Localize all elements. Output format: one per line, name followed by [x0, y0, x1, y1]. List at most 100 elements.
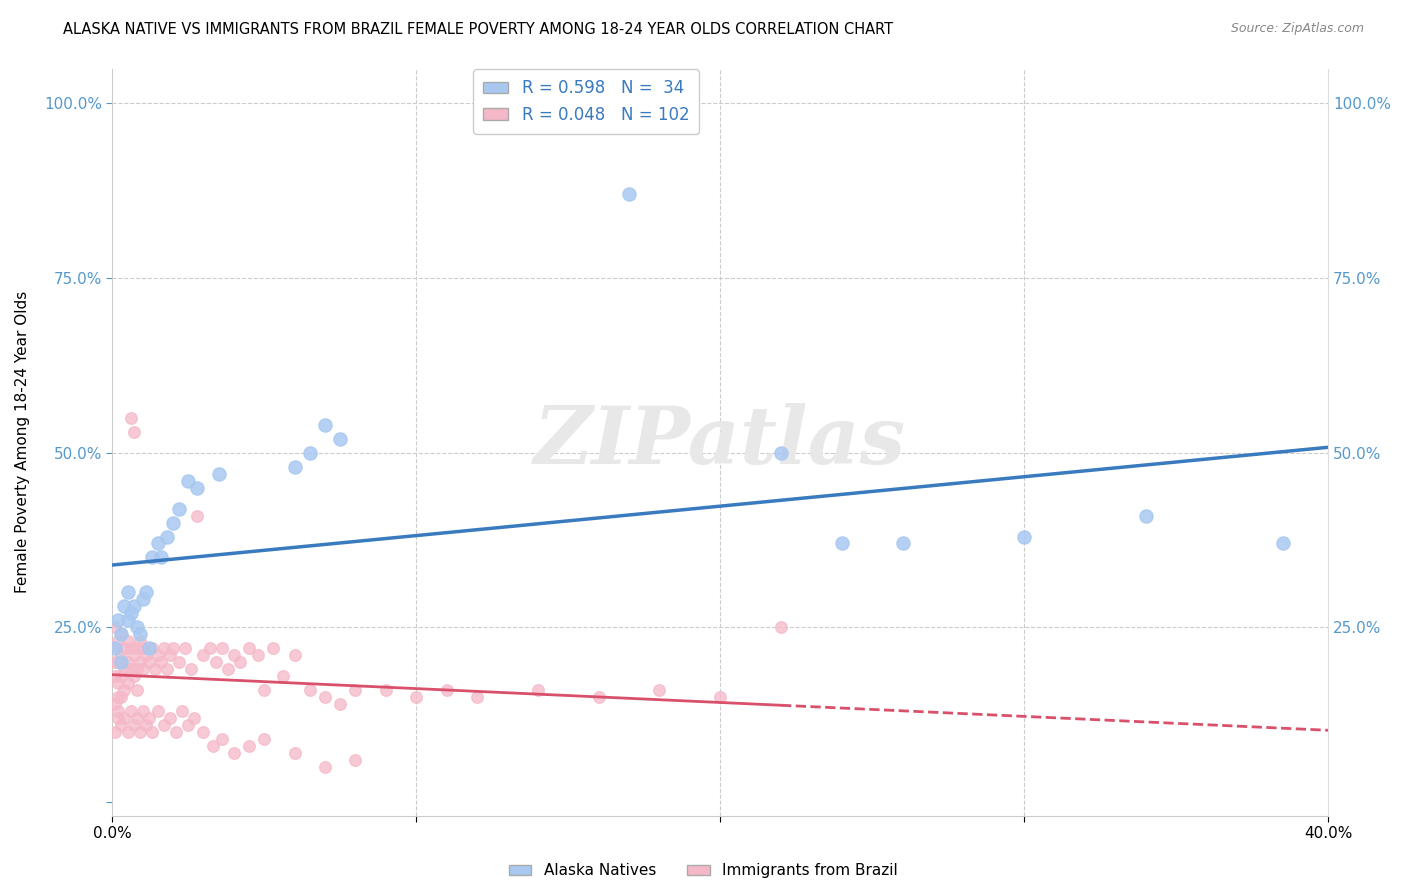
Point	[120, 662, 142, 676]
Y-axis label: Female Poverty Among 18-24 Year Olds: Female Poverty Among 18-24 Year Olds	[15, 291, 30, 593]
Point	[183, 711, 205, 725]
Point	[128, 627, 150, 641]
Point	[128, 655, 150, 669]
Point	[769, 445, 792, 459]
Point	[149, 655, 172, 669]
Point	[107, 676, 129, 690]
Point	[222, 746, 245, 760]
Legend: Alaska Natives, Immigrants from Brazil: Alaska Natives, Immigrants from Brazil	[502, 857, 904, 884]
Point	[117, 676, 139, 690]
Point	[588, 690, 610, 705]
Point	[125, 641, 148, 656]
Point	[120, 641, 142, 656]
Point	[891, 536, 914, 550]
Point	[135, 718, 157, 732]
Point	[617, 187, 640, 202]
Point	[648, 683, 671, 698]
Point	[114, 711, 136, 725]
Point	[1012, 529, 1035, 543]
Point	[107, 634, 129, 648]
Point	[122, 648, 145, 663]
Point	[177, 718, 200, 732]
Point	[156, 529, 179, 543]
Point	[165, 725, 187, 739]
Point	[125, 662, 148, 676]
Point	[329, 432, 352, 446]
Point	[120, 410, 142, 425]
Point	[114, 662, 136, 676]
Point	[211, 732, 233, 747]
Point	[135, 585, 157, 599]
Point	[186, 481, 208, 495]
Point	[149, 550, 172, 565]
Point	[117, 634, 139, 648]
Point	[110, 627, 132, 641]
Point	[262, 641, 284, 656]
Point	[193, 725, 215, 739]
Point	[117, 655, 139, 669]
Point	[167, 655, 190, 669]
Point	[117, 725, 139, 739]
Point	[284, 648, 307, 663]
Point	[153, 718, 176, 732]
Point	[125, 711, 148, 725]
Point	[104, 669, 127, 683]
Point	[344, 753, 367, 767]
Point	[131, 662, 153, 676]
Point	[125, 683, 148, 698]
Point	[405, 690, 427, 705]
Point	[172, 704, 194, 718]
Point	[831, 536, 853, 550]
Point	[110, 718, 132, 732]
Point	[131, 592, 153, 607]
Point	[329, 697, 352, 711]
Point	[104, 655, 127, 669]
Point	[247, 648, 270, 663]
Point	[120, 704, 142, 718]
Point	[709, 690, 731, 705]
Point	[271, 669, 294, 683]
Point	[229, 655, 252, 669]
Point	[222, 648, 245, 663]
Point	[135, 648, 157, 663]
Point	[141, 725, 163, 739]
Point	[122, 718, 145, 732]
Point	[1271, 536, 1294, 550]
Point	[298, 683, 321, 698]
Point	[141, 550, 163, 565]
Point	[110, 648, 132, 663]
Legend: R = 0.598   N =  34, R = 0.048   N = 102: R = 0.598 N = 34, R = 0.048 N = 102	[474, 70, 699, 134]
Point	[253, 732, 276, 747]
Point	[284, 746, 307, 760]
Point	[138, 655, 160, 669]
Point	[107, 655, 129, 669]
Point	[110, 627, 132, 641]
Point	[201, 739, 224, 753]
Point	[769, 620, 792, 634]
Point	[159, 711, 181, 725]
Point	[344, 683, 367, 698]
Text: Source: ZipAtlas.com: Source: ZipAtlas.com	[1230, 22, 1364, 36]
Point	[159, 648, 181, 663]
Point	[208, 467, 231, 481]
Point	[114, 599, 136, 614]
Point	[138, 711, 160, 725]
Point	[104, 725, 127, 739]
Point	[217, 662, 239, 676]
Point	[104, 697, 127, 711]
Point	[193, 648, 215, 663]
Point	[204, 655, 226, 669]
Point	[238, 641, 260, 656]
Point	[131, 641, 153, 656]
Point	[141, 641, 163, 656]
Point	[298, 445, 321, 459]
Point	[143, 662, 166, 676]
Point	[125, 620, 148, 634]
Point	[117, 613, 139, 627]
Point	[104, 641, 127, 656]
Point	[104, 620, 127, 634]
Point	[238, 739, 260, 753]
Point	[107, 711, 129, 725]
Point	[122, 669, 145, 683]
Point	[110, 669, 132, 683]
